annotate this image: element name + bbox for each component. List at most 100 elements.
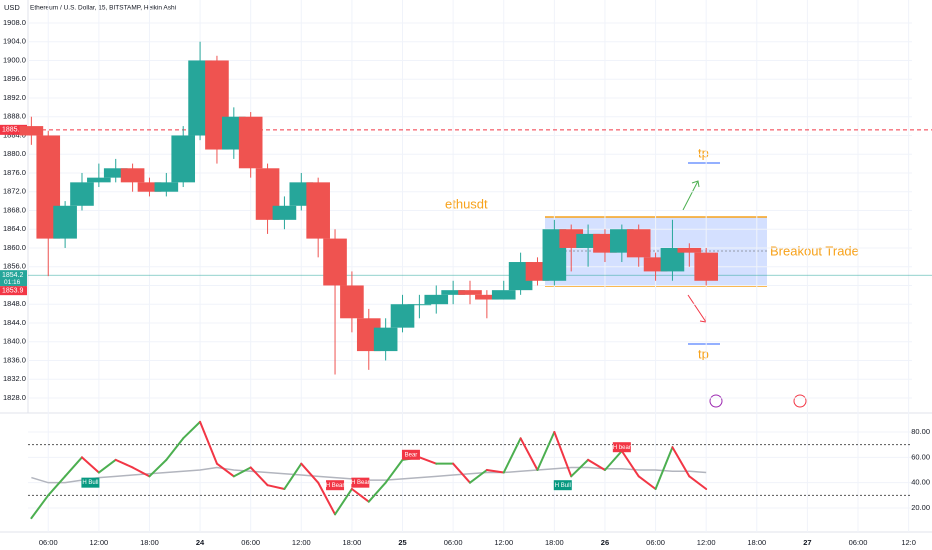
oscillator-segment [148,458,168,478]
oscillator-segment [367,481,387,503]
x-tick-label: 12:00 [494,538,513,547]
signal-tag: H Bull [82,480,98,486]
candle-body [390,304,415,328]
candle-body [491,290,516,300]
box-label: Breakout Trade [770,243,859,258]
x-tick-label: 25 [398,538,406,547]
y-tick-label: 1832.0 [3,374,26,383]
oscillator-segment [300,462,320,484]
candle-body [458,290,482,295]
oscillator-segment [131,466,151,478]
y-tick-label: 1860.0 [3,243,26,252]
oscillator-segment [334,487,353,516]
x-tick-label: 18:00 [747,538,766,547]
x-tick-label: 26 [601,538,609,547]
candle-body [441,290,465,295]
oscillator-segment [418,456,438,465]
x-tick-label: 06:00 [39,538,58,547]
candle-body [238,116,263,169]
oscillator-segment [688,475,708,490]
candle-body [694,252,718,281]
x-tick-label: 12:0 [901,538,916,547]
oscillator-segment [199,420,218,465]
y-tick-label: 1848.0 [3,299,26,308]
oscillator-segment [654,446,674,490]
oscillator-segment [317,481,337,516]
oscillator-segment [215,462,235,478]
last-price-bg [0,270,27,287]
candle-body [306,182,330,239]
signal-tag: H Bear [351,480,370,486]
x-tick-label: 18:00 [343,538,362,547]
y2-tick-label: 20.00 [911,503,930,512]
signal-tag-bg [351,477,370,488]
oscillator-segment [47,475,67,497]
oscillator-segment [469,468,488,484]
y-tick-label: 1836.0 [3,355,26,364]
level-label-bg [0,124,27,135]
arrow-up [682,180,699,211]
y-tick-label: 1908.0 [3,18,26,27]
currency: USD [4,3,20,12]
oscillator-segment [620,449,640,478]
candle-body [373,327,398,352]
oscillator-segment [232,466,252,478]
candle-body [103,168,128,178]
oscillator-segment [452,462,471,484]
x-tick-label: 12:00 [697,538,716,547]
oscillator-segment [30,494,50,520]
oscillator-segment [384,458,404,484]
arrow-up-head [691,180,700,188]
level-label: 1885.2 [2,127,24,134]
candle-body [120,168,145,183]
signal-tag-bg [553,480,572,491]
candle-body [70,182,94,206]
candle-body [154,182,179,192]
oscillator-segment [570,458,590,478]
oscillator-segment [536,430,556,471]
event-icon[interactable] [793,394,807,408]
y-tick-label: 1840.0 [3,337,26,346]
oscillator-segment [249,466,269,487]
candle-body [626,229,651,258]
y-tick-label: 1904.0 [3,37,26,46]
candle-body [53,205,77,239]
y-tick-label: 1868.0 [3,205,26,214]
oscillator-segment [587,458,606,471]
oscillator-segment [80,456,100,474]
oscillator-segment [182,420,202,440]
y-tick-label: 1880.0 [3,149,26,158]
candle-body [475,294,499,300]
y2-tick-label: 40.00 [911,478,930,487]
candle-body [19,126,44,136]
tp-down: tp [698,346,709,361]
oscillator-segment [519,437,539,471]
tp-up: tp [698,145,709,160]
candle-body [340,285,364,319]
y-tick-label: 1864.0 [3,224,26,233]
signal-tag-bg [401,449,420,460]
y2-tick-label: 80.00 [911,427,930,436]
y2-tick-label: 60.00 [911,452,930,461]
oscillator-segment [485,468,505,474]
candle-body [87,177,111,183]
y-tick-label: 1828.0 [3,393,26,402]
arrow-down [687,294,707,323]
candle-body [407,304,432,306]
candle-body [272,205,297,220]
y-tick-label: 1884.0 [3,130,26,139]
x-tick-label: 18:00 [545,538,564,547]
signal-tag-bg [326,480,345,491]
oscillator-segment [283,462,303,490]
x-tick-label: 06:00 [444,538,463,547]
event-icon[interactable] [709,394,723,408]
signal-tag: H Bear [326,483,345,489]
chart-title: Ethereum / U.S. Dollar, 15, BITSTAMP, He… [30,5,176,12]
candle-body [171,135,196,183]
y-tick-label: 1856.0 [3,262,26,271]
signal-tag: H Bull [555,483,571,489]
x-tick-label: 12:00 [89,538,108,547]
candle-body [323,238,347,286]
